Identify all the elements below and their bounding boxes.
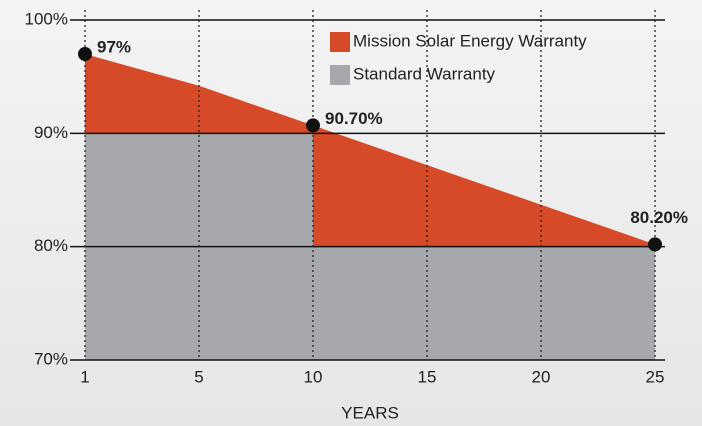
legend-label: Mission Solar Energy Warranty — [353, 31, 587, 50]
standard-area — [541, 246, 655, 360]
x-tick-label: 25 — [646, 367, 665, 386]
x-tick-label: 5 — [194, 367, 203, 386]
legend-swatch — [330, 65, 350, 85]
data-label: 90.70% — [325, 109, 383, 128]
y-tick-label: 100% — [25, 9, 68, 28]
x-tick-label: 10 — [304, 367, 323, 386]
data-label: 80.20% — [630, 208, 688, 227]
x-tick-label: 20 — [532, 367, 551, 386]
x-axis-label: YEARS — [341, 403, 399, 422]
x-tick-label: 15 — [418, 367, 437, 386]
legend-swatch — [330, 32, 350, 52]
y-tick-label: 90% — [34, 123, 68, 142]
y-tick-label: 70% — [34, 349, 68, 368]
x-tick-label: 1 — [80, 367, 89, 386]
legend-label: Standard Warranty — [353, 64, 496, 83]
y-tick-label: 80% — [34, 236, 68, 255]
standard-area — [313, 246, 427, 360]
point — [648, 237, 662, 252]
data-label: 97% — [97, 37, 131, 56]
point — [78, 47, 92, 61]
point — [306, 118, 320, 133]
standard-area — [427, 246, 541, 360]
